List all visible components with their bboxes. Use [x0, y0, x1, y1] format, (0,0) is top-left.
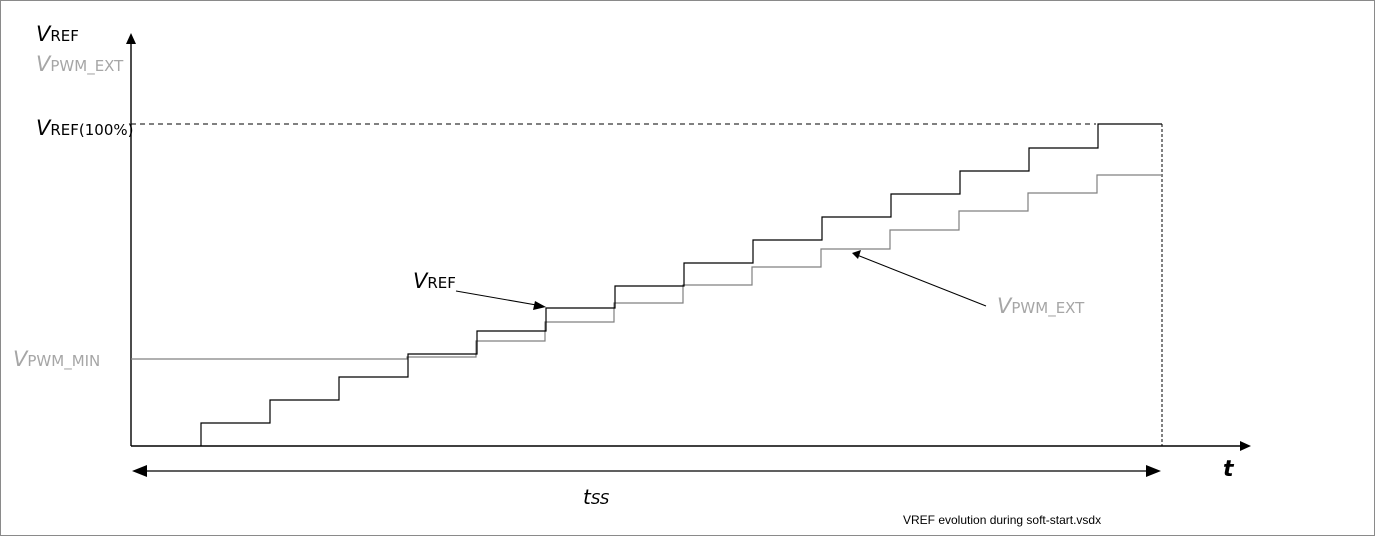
vref-trace: [200, 123, 1162, 446]
vpwm-ext-trace: [131, 174, 1162, 360]
vpwm-ext-callout-arrow: [856, 254, 987, 307]
vref-callout-arrowhead: [533, 301, 546, 310]
vpwm-min-label: VPWM_MIN: [13, 347, 100, 371]
vref-callout-label: VREF: [413, 269, 456, 293]
y-axis-label-vref: VREF: [36, 22, 79, 46]
y-axis-label-vpwm-ext: VPWM_EXT: [36, 52, 124, 76]
tss-arrow-right-head: [1146, 465, 1161, 477]
tss-arrow-left-head: [132, 465, 147, 477]
tss-label: tSS: [583, 485, 610, 509]
x-axis-arrowhead: [1240, 441, 1251, 451]
x-axis-label-t: t: [1223, 457, 1235, 482]
vpwm-ext-callout-label: VPWM_EXT: [997, 294, 1085, 318]
filename-caption: VREF evolution during soft-start.vsdx: [903, 513, 1101, 527]
vref-100-label: VREF(100%): [36, 116, 134, 140]
vpwm-ext-callout-arrowhead: [852, 250, 861, 259]
vref-callout-arrow: [455, 290, 543, 307]
y-axis-arrowhead: [126, 33, 136, 44]
